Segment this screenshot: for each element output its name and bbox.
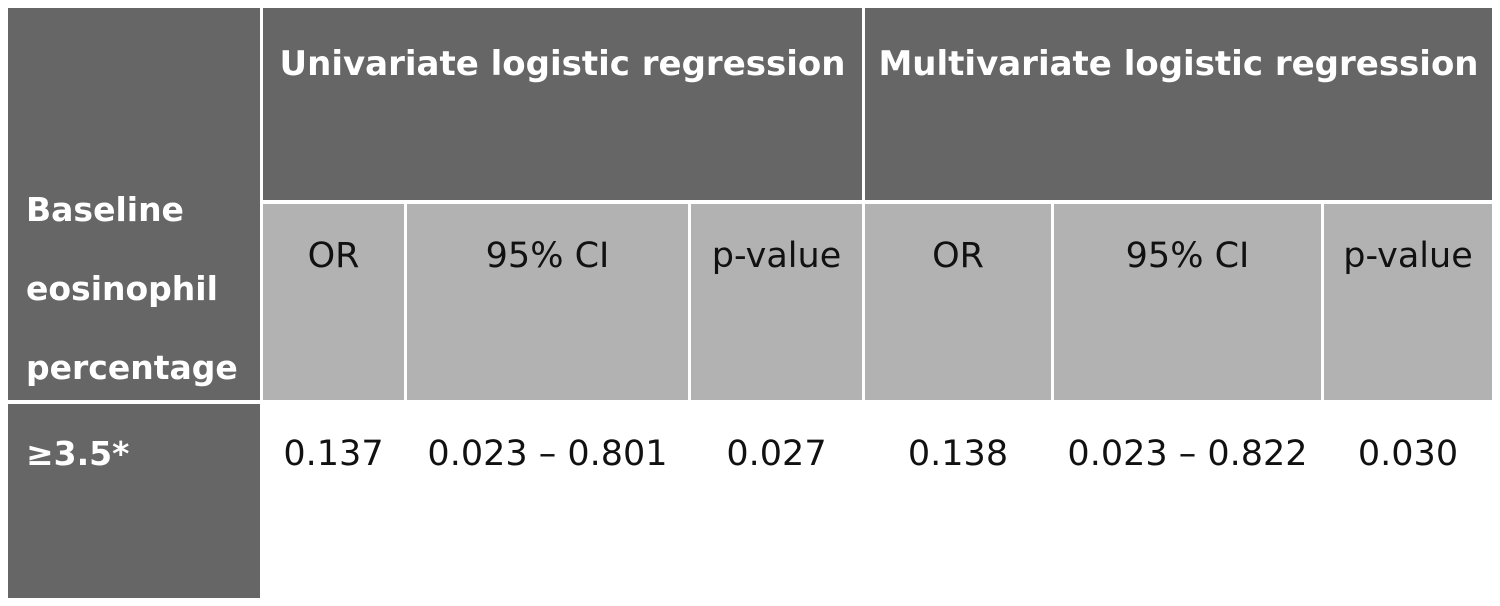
row-header-line-1: Baseline xyxy=(26,190,184,229)
subheader-label: OR xyxy=(307,236,360,276)
table-cell: 0.137 xyxy=(283,434,384,474)
subheader-label: p-value xyxy=(1343,236,1473,276)
row-label-cell: ≥3.5* xyxy=(8,404,260,598)
value-ci-multivariate: 0.023 – 0.822 xyxy=(1054,404,1321,598)
value-ci-univariate: 0.023 – 0.801 xyxy=(407,404,688,598)
table-cell: 0.027 xyxy=(726,434,827,474)
table-cell: 0.030 xyxy=(1357,434,1459,474)
group-header-multivariate: Multivariate logistic regression xyxy=(865,8,1492,200)
value-or-univariate: 0.137 xyxy=(263,404,404,598)
table-cell: 0.023 – 0.801 xyxy=(427,434,668,474)
row-label: ≥3.5* xyxy=(26,434,130,473)
group-header-univariate-label: Univariate logistic regression xyxy=(279,44,846,84)
subheader-label: OR xyxy=(932,236,984,276)
subheader-pvalue-univariate: p-value xyxy=(691,204,862,400)
group-header-multivariate-label: Multivariate logistic regression xyxy=(878,44,1479,84)
subheader-ci-multivariate: 95% CI xyxy=(1054,204,1321,400)
subheader-label: 95% CI xyxy=(485,236,610,276)
row-header-line-2: eosinophil xyxy=(26,269,218,308)
subheader-or-univariate: OR xyxy=(263,204,404,400)
subheader-ci-univariate: 95% CI xyxy=(407,204,688,400)
subheader-label: p-value xyxy=(711,236,842,276)
table-cell: 0.023 – 0.822 xyxy=(1067,434,1308,474)
row-header-cell: Baseline eosinophil percentage xyxy=(8,8,260,400)
value-pvalue-multivariate: 0.030 xyxy=(1324,404,1492,598)
value-pvalue-univariate: 0.027 xyxy=(691,404,862,598)
group-header-univariate: Univariate logistic regression xyxy=(263,8,862,200)
subheader-or-multivariate: OR xyxy=(865,204,1051,400)
subheader-pvalue-multivariate: p-value xyxy=(1324,204,1492,400)
value-or-multivariate: 0.138 xyxy=(865,404,1051,598)
row-header-line-3: percentage xyxy=(26,348,238,387)
table-cell: 0.138 xyxy=(907,434,1009,474)
subheader-label: 95% CI xyxy=(1125,236,1250,276)
